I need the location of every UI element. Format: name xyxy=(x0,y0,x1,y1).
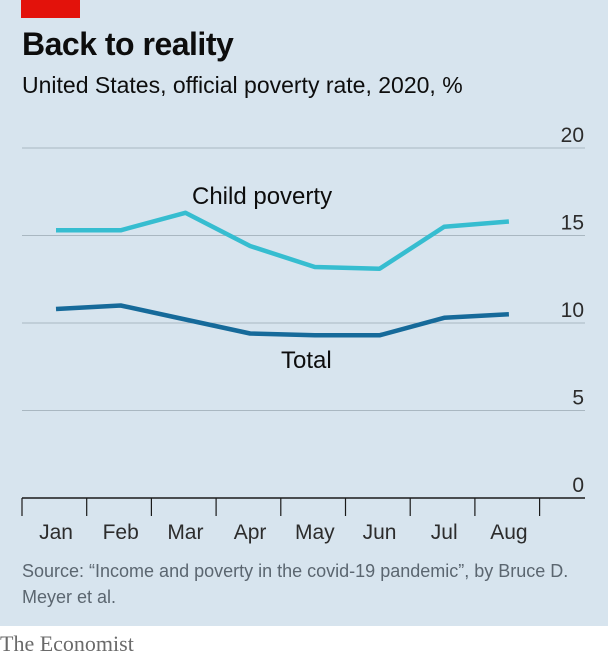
x-tick-label-feb: Feb xyxy=(103,521,139,544)
line-chart: 0 5 10 15 20 Jan Feb Mar Apr May Jun Jul Aug Child … xyxy=(21,124,585,544)
y-tick-label-15: 15 xyxy=(561,212,584,235)
chart-subtitle: United States, official poverty rate, 20… xyxy=(22,72,463,98)
x-tick-label-mar: Mar xyxy=(167,521,203,544)
chart-title: Back to reality xyxy=(22,26,234,62)
label-layer: Child poverty Total xyxy=(192,183,332,374)
series-line-child-poverty xyxy=(56,210,510,272)
series-layer xyxy=(55,210,510,338)
brand-wordmark: The Economist xyxy=(0,631,134,656)
brand-red-tag xyxy=(21,0,80,18)
x-tick-label-jul: Jul xyxy=(431,521,458,544)
y-tick-label-0: 0 xyxy=(572,474,584,497)
y-tick-label-10: 10 xyxy=(561,299,584,322)
source-note: Source: “Income and poverty in the covid… xyxy=(22,561,569,607)
x-tick-label-aug: Aug xyxy=(490,521,527,544)
x-axis: Jan Feb Mar Apr May Jun Jul Aug xyxy=(21,498,541,544)
x-tick-label-apr: Apr xyxy=(234,521,267,544)
series-line-total xyxy=(55,303,510,338)
series-label-total: Total xyxy=(281,347,332,374)
series-label-child-poverty: Child poverty xyxy=(192,183,332,210)
y-tick-label-5: 5 xyxy=(572,387,584,410)
y-tick-label-20: 20 xyxy=(561,124,584,147)
x-tick-label-may: May xyxy=(295,521,335,544)
grid-layer: 0 5 10 15 20 xyxy=(22,124,585,499)
x-tick-label-jan: Jan xyxy=(39,521,73,544)
x-tick-label-jun: Jun xyxy=(363,521,397,544)
